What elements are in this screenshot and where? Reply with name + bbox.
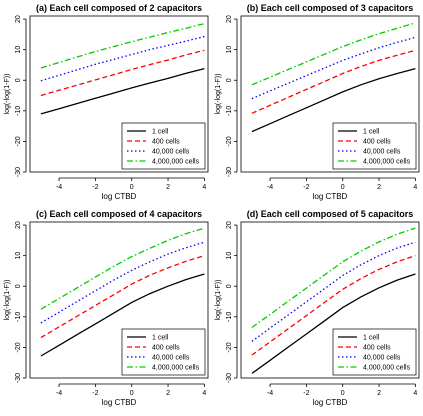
y-tick-label: -10 — [15, 106, 22, 116]
x-tick-label: -2 — [92, 184, 98, 191]
x-tick-label: -4 — [56, 184, 62, 191]
legend-label: 40,000 cells — [363, 149, 401, 156]
plot-frame — [29, 221, 209, 379]
x-tick-label: 4 — [202, 390, 206, 397]
y-axis-label: log(-log(1-F)) — [215, 74, 222, 115]
legend-label: 40,000 cells — [152, 149, 190, 156]
x-tick-label: 2 — [166, 184, 170, 191]
x-axis-label: log CTBD — [102, 192, 137, 201]
legend-label: 4,000,000 cells — [363, 159, 411, 166]
panel-2: (b) Each cell composed of 3 capacitors -4… — [215, 3, 420, 201]
x-axis-label: log CTBD — [102, 398, 137, 407]
x-tick-label: -2 — [303, 184, 309, 191]
y-tick-label: -30 — [15, 167, 22, 177]
series-line-2 — [40, 49, 205, 97]
y-tick-label: -20 — [226, 136, 233, 146]
y-tick-label: -10 — [226, 106, 233, 116]
legend-label: 1 cell — [152, 129, 169, 136]
legend-label: 40,000 cells — [363, 355, 401, 362]
y-tick-label: -30 — [15, 373, 22, 383]
y-tick-label: 20 — [15, 15, 22, 23]
series-line-2 — [251, 254, 416, 356]
x-tick-label: 2 — [166, 390, 170, 397]
series-line-2 — [251, 49, 416, 114]
panel-4: (d) Each cell composed of 5 capacitors -4… — [215, 209, 420, 407]
y-tick-label: 0 — [15, 78, 22, 82]
x-tick-label: 0 — [130, 390, 134, 397]
x-tick-label: 2 — [377, 184, 381, 191]
series-line-4 — [40, 22, 205, 69]
series-line-4 — [40, 227, 205, 310]
legend-label: 40,000 cells — [152, 355, 190, 362]
y-tick-label: -30 — [226, 373, 233, 383]
legend-label: 400 cells — [363, 345, 391, 352]
x-tick-label: -4 — [267, 184, 273, 191]
x-tick-label: 2 — [377, 390, 381, 397]
x-tick-label: -4 — [267, 390, 273, 397]
series-line-1 — [40, 273, 205, 357]
y-tick-label: 0 — [226, 284, 233, 288]
y-tick-label: -10 — [15, 312, 22, 322]
x-tick-label: 4 — [413, 390, 417, 397]
x-tick-label: 0 — [341, 184, 345, 191]
chart-title: (a) Each cell composed of 2 capacitors — [36, 3, 202, 13]
y-tick-label: 20 — [15, 221, 22, 229]
x-tick-label: -2 — [303, 390, 309, 397]
plot-frame — [240, 15, 420, 173]
y-tick-label: -30 — [226, 167, 233, 177]
y-tick-label: -20 — [15, 342, 22, 352]
y-tick-label: 20 — [226, 15, 233, 23]
chart-title: (b) Each cell composed of 3 capacitors — [247, 3, 414, 13]
legend-label: 1 cell — [363, 335, 380, 342]
y-tick-label: 20 — [226, 221, 233, 229]
legend-label: 4,000,000 cells — [363, 365, 411, 372]
y-tick-label: 10 — [226, 252, 233, 260]
y-tick-label: 0 — [15, 284, 22, 288]
plot-frame — [29, 15, 209, 173]
legend-label: 1 cell — [363, 129, 380, 136]
legend-label: 1 cell — [152, 335, 169, 342]
legend-label: 400 cells — [152, 345, 180, 352]
y-tick-label: 10 — [15, 252, 22, 260]
x-tick-label: 4 — [413, 184, 417, 191]
series-line-1 — [251, 273, 416, 374]
series-line-4 — [251, 22, 416, 86]
x-tick-label: 0 — [341, 390, 345, 397]
series-line-3 — [251, 36, 416, 100]
y-tick-label: -20 — [226, 342, 233, 352]
plot-frame — [240, 221, 420, 379]
x-tick-label: 0 — [130, 184, 134, 191]
x-tick-label: -4 — [56, 390, 62, 397]
series-line-4 — [251, 227, 416, 329]
legend-label: 400 cells — [152, 139, 180, 146]
series-line-3 — [251, 241, 416, 342]
x-axis-label: log CTBD — [313, 192, 348, 201]
y-tick-label: 0 — [226, 78, 233, 82]
chart-title: (c) Each cell composed of 4 capacitors — [36, 209, 202, 219]
y-axis-label: log(-log(1-F)) — [215, 280, 222, 321]
panel-1: (a) Each cell composed of 2 capacitors -4… — [4, 3, 209, 201]
series-line-3 — [40, 241, 205, 324]
series-line-2 — [40, 254, 205, 339]
y-axis-label: log(-log(1-F)) — [4, 74, 11, 115]
legend-label: 4,000,000 cells — [152, 159, 200, 166]
x-tick-label: 4 — [202, 184, 206, 191]
series-line-1 — [40, 67, 205, 115]
x-tick-label: -2 — [92, 390, 98, 397]
series-line-1 — [251, 67, 416, 133]
legend-label: 4,000,000 cells — [152, 365, 200, 372]
x-axis-label: log CTBD — [313, 398, 348, 407]
chart-title: (d) Each cell composed of 5 capacitors — [247, 209, 414, 219]
y-axis-label: log(-log(1-F)) — [4, 280, 11, 321]
panel-3: (c) Each cell composed of 4 capacitors -4… — [4, 209, 209, 407]
series-line-3 — [40, 35, 205, 82]
y-tick-label: -10 — [226, 312, 233, 322]
y-tick-label: 10 — [226, 46, 233, 54]
legend-label: 400 cells — [363, 139, 391, 146]
y-tick-label: -20 — [15, 136, 22, 146]
y-tick-label: 10 — [15, 46, 22, 54]
